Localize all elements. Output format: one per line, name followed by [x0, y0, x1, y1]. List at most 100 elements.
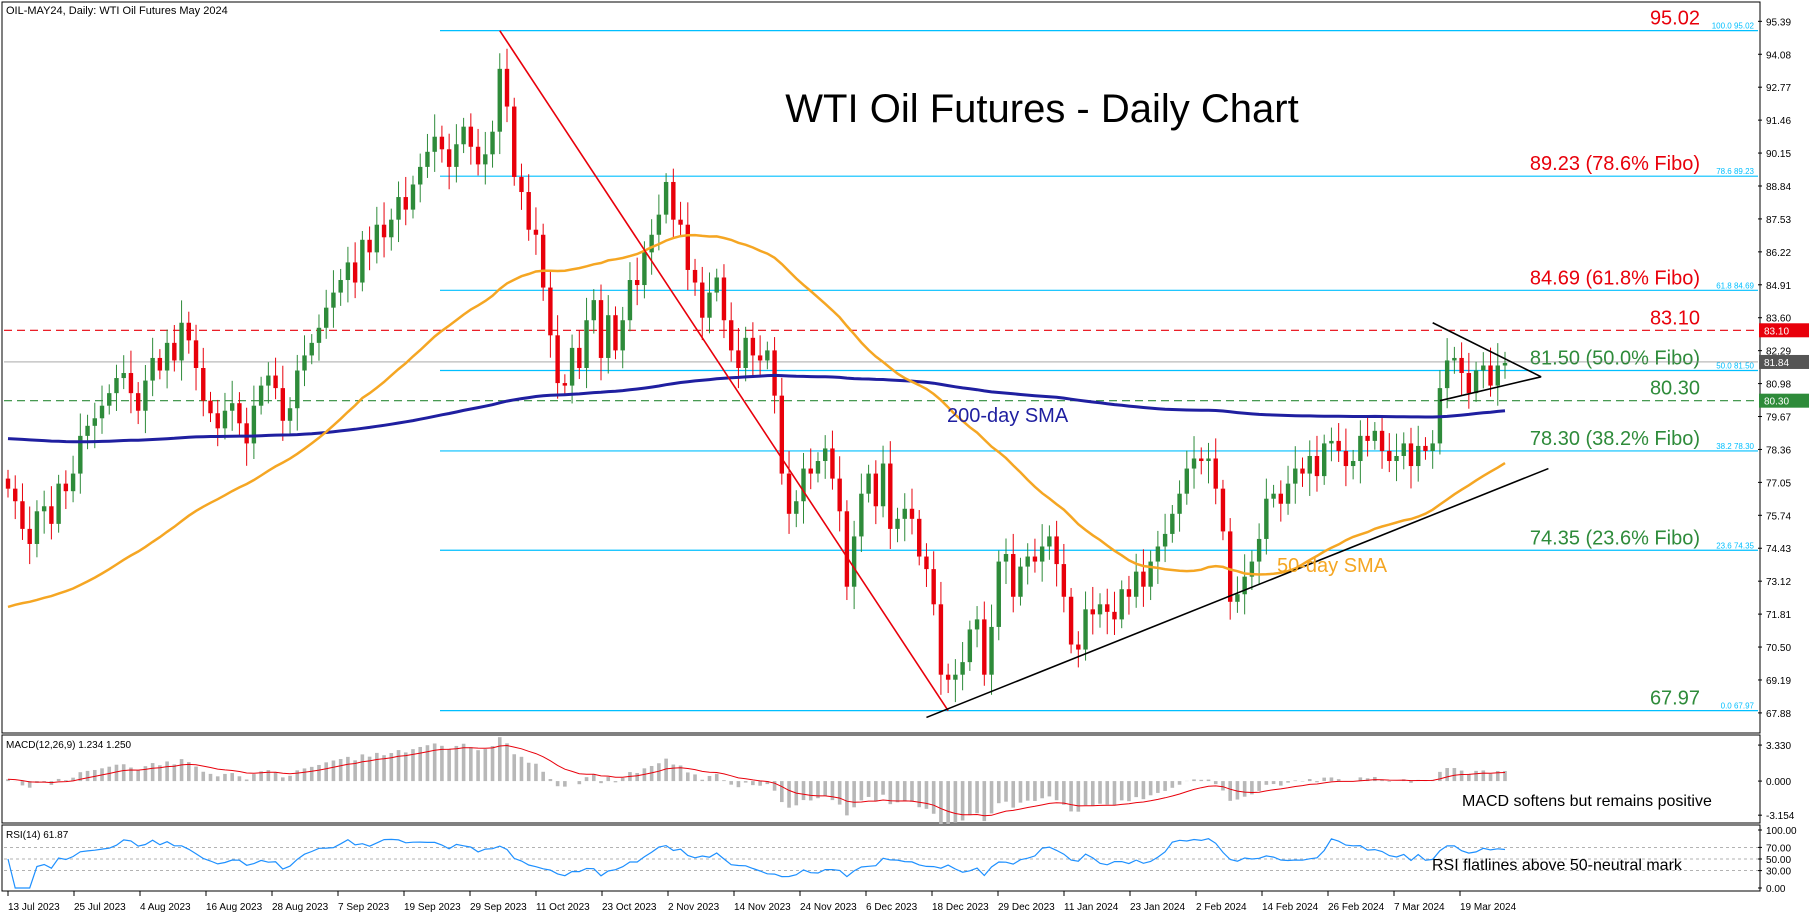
candle-down	[750, 337, 756, 356]
macd-bar	[490, 746, 495, 782]
candle-down	[280, 388, 286, 421]
macd-bar	[859, 781, 864, 801]
macd-bar	[375, 752, 379, 782]
y-tick-label: 71.81	[1766, 610, 1791, 621]
candle-up	[1018, 566, 1023, 597]
macd-bar	[179, 759, 184, 782]
candle-up	[1177, 493, 1182, 514]
fibo-tag: 78.6 89.23	[1716, 167, 1754, 176]
macd-bar	[837, 781, 842, 805]
macd-bar	[1495, 771, 1500, 782]
rsi-tick-label: 100.00	[1766, 826, 1797, 837]
candle-up	[1372, 430, 1378, 441]
macd-bar	[1011, 781, 1016, 808]
candle-up	[743, 337, 748, 368]
macd-bar	[1474, 770, 1478, 782]
candle-down	[244, 423, 249, 444]
candle-up	[989, 626, 994, 675]
candle-down	[1336, 440, 1341, 451]
level-price-tag-text: 83.10	[1764, 326, 1789, 337]
macd-bar	[1025, 781, 1030, 801]
rsi-tick-label: 30.00	[1766, 867, 1791, 878]
macd-bar	[707, 775, 712, 782]
sma50-label: 50-day SMA	[1277, 555, 1388, 577]
macd-bar	[418, 746, 423, 782]
candle-up	[1416, 445, 1421, 467]
x-tick-label: 2 Nov 2023	[668, 902, 720, 913]
macd-bar	[1286, 781, 1290, 783]
rsi-tick-label: 70.00	[1766, 843, 1791, 854]
macd-bar	[64, 780, 68, 782]
y-tick-label: 77.05	[1766, 478, 1791, 489]
level-label: 67.97	[1650, 688, 1700, 710]
candle-down	[63, 483, 69, 492]
y-tick-label: 75.74	[1766, 511, 1791, 522]
macd-bar	[729, 781, 733, 785]
x-tick-label: 23 Oct 2023	[602, 902, 657, 913]
candle-down	[27, 528, 32, 544]
macd-bar	[324, 762, 329, 782]
fibo-trendline	[499, 30, 949, 712]
candle-up	[974, 619, 980, 630]
candle-down	[13, 488, 18, 502]
level-label: 95.02	[1650, 8, 1700, 30]
macd-bar	[577, 781, 582, 785]
macd-bar	[273, 772, 278, 782]
candle-up	[150, 357, 155, 381]
macd-bar	[259, 771, 263, 782]
macd-bar	[671, 764, 676, 782]
x-tick-label: 4 Aug 2023	[140, 902, 191, 913]
candle-down	[634, 280, 640, 286]
candle-down	[555, 335, 560, 384]
fibo-tag: 38.2 78.30	[1716, 442, 1754, 451]
candle-up	[996, 561, 1001, 627]
macd-bar	[823, 781, 828, 796]
candle-up	[953, 674, 958, 680]
candle-up	[316, 327, 322, 343]
candle-down	[830, 448, 835, 479]
rsi-plot-layer	[4, 838, 1758, 889]
candle-down	[1112, 611, 1117, 620]
macd-bar	[252, 774, 256, 782]
macd-bar	[1040, 781, 1044, 799]
candle-down	[1423, 445, 1428, 451]
y-tick-label: 82.29	[1766, 347, 1791, 358]
candle-up	[851, 536, 857, 587]
macd-bar	[917, 781, 922, 808]
candle-down	[1278, 493, 1284, 504]
sma200-line	[7, 373, 1506, 444]
y-tick-label: 73.12	[1766, 577, 1791, 588]
macd-bar	[722, 780, 726, 782]
candle-up	[960, 662, 965, 675]
macd-bar	[1250, 781, 1254, 795]
x-tick-label: 25 Jul 2023	[74, 902, 126, 913]
macd-bar	[1098, 781, 1102, 804]
candle-down	[1199, 458, 1204, 462]
candle-down	[1408, 443, 1414, 467]
x-tick-label: 11 Jan 2024	[1064, 902, 1119, 913]
candle-down	[721, 277, 727, 321]
candle-up	[56, 483, 61, 524]
candle-up	[1481, 365, 1486, 371]
y-tick-label: 79.67	[1766, 413, 1791, 424]
macd-bar	[223, 773, 227, 782]
macd-bar	[1148, 781, 1153, 796]
candle-down	[1343, 450, 1349, 467]
macd-bar	[599, 781, 603, 784]
candle-up	[1329, 440, 1334, 444]
candle-down	[1314, 455, 1320, 477]
macd-bar	[1047, 781, 1052, 797]
macd-bar	[353, 760, 357, 782]
macd-bar	[924, 781, 929, 809]
candle-up	[1444, 360, 1450, 389]
macd-bar	[1105, 781, 1110, 805]
macd-bar	[1141, 781, 1146, 800]
candle-down	[1365, 435, 1370, 441]
macd-bar	[186, 762, 191, 782]
macd-bar	[772, 781, 777, 791]
candle-up	[707, 292, 712, 318]
macd-bar	[237, 776, 242, 782]
level-label: 84.69 (61.8% Fibo)	[1530, 267, 1700, 289]
macd-bar	[461, 743, 466, 782]
candle-up	[794, 501, 799, 514]
